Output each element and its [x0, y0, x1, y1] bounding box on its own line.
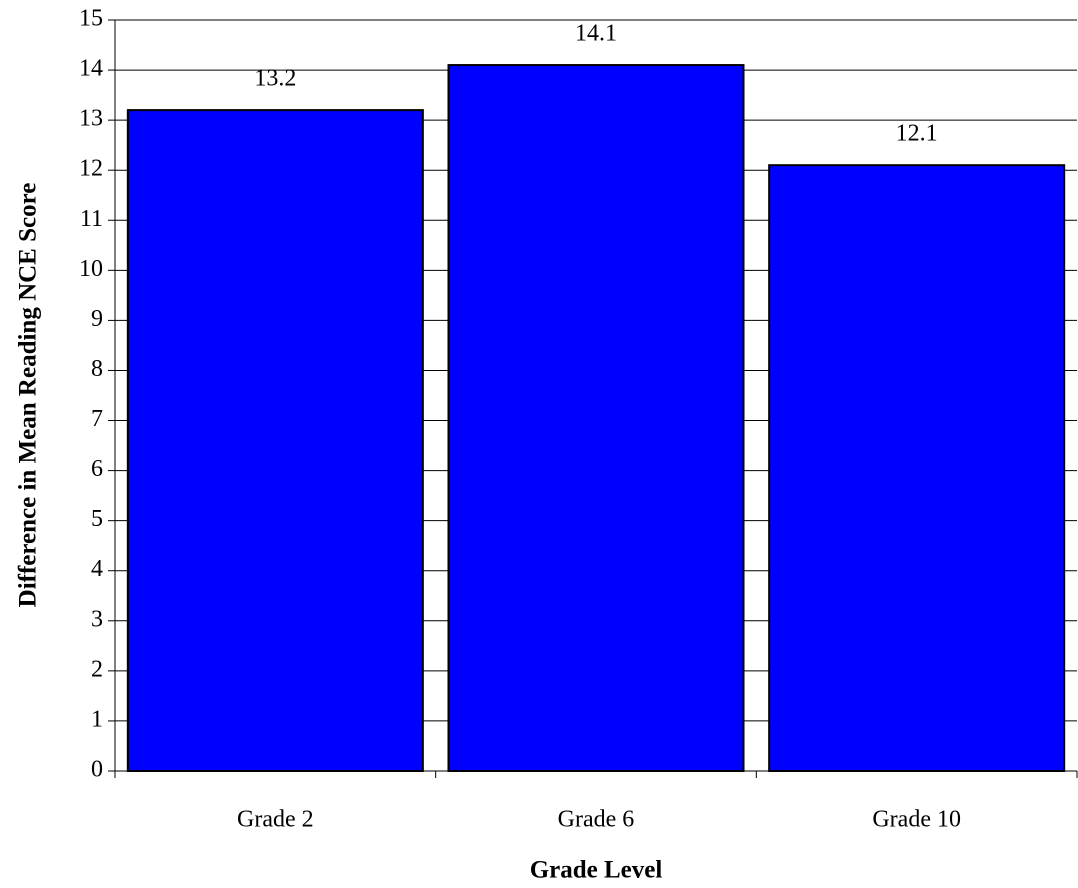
y-tick-label: 13 [79, 106, 103, 132]
y-tick-label: 11 [80, 206, 103, 232]
y-tick-label: 14 [79, 56, 103, 82]
y-tick-label: 8 [91, 356, 103, 382]
bar [126, 109, 424, 773]
y-tick-label: 7 [91, 406, 103, 432]
y-tick-label: 4 [91, 556, 103, 582]
x-tick-label: Grade 2 [237, 807, 314, 833]
y-tick-label: 12 [79, 156, 103, 182]
x-tick-label: Grade 10 [872, 807, 961, 833]
y-tick-label: 15 [79, 6, 103, 32]
x-tick-label: Grade 6 [558, 807, 635, 833]
y-tick-label: 6 [91, 456, 103, 482]
y-tick-label: 3 [91, 606, 103, 632]
y-axis-title: Difference in Mean Reading NCE Score [15, 183, 42, 608]
y-tick-label: 10 [79, 256, 103, 282]
y-tick-label: 5 [91, 506, 103, 532]
bar [447, 64, 745, 772]
value-label: 12.1 [896, 121, 938, 147]
value-label: 13.2 [254, 66, 296, 92]
y-tick-label: 0 [91, 757, 103, 783]
bar [768, 164, 1066, 772]
y-tick-label: 2 [91, 656, 103, 682]
y-tick-label: 1 [91, 706, 103, 732]
x-axis-title: Grade Level [530, 857, 663, 884]
y-tick-label: 9 [91, 306, 103, 332]
value-label: 14.1 [575, 21, 617, 47]
